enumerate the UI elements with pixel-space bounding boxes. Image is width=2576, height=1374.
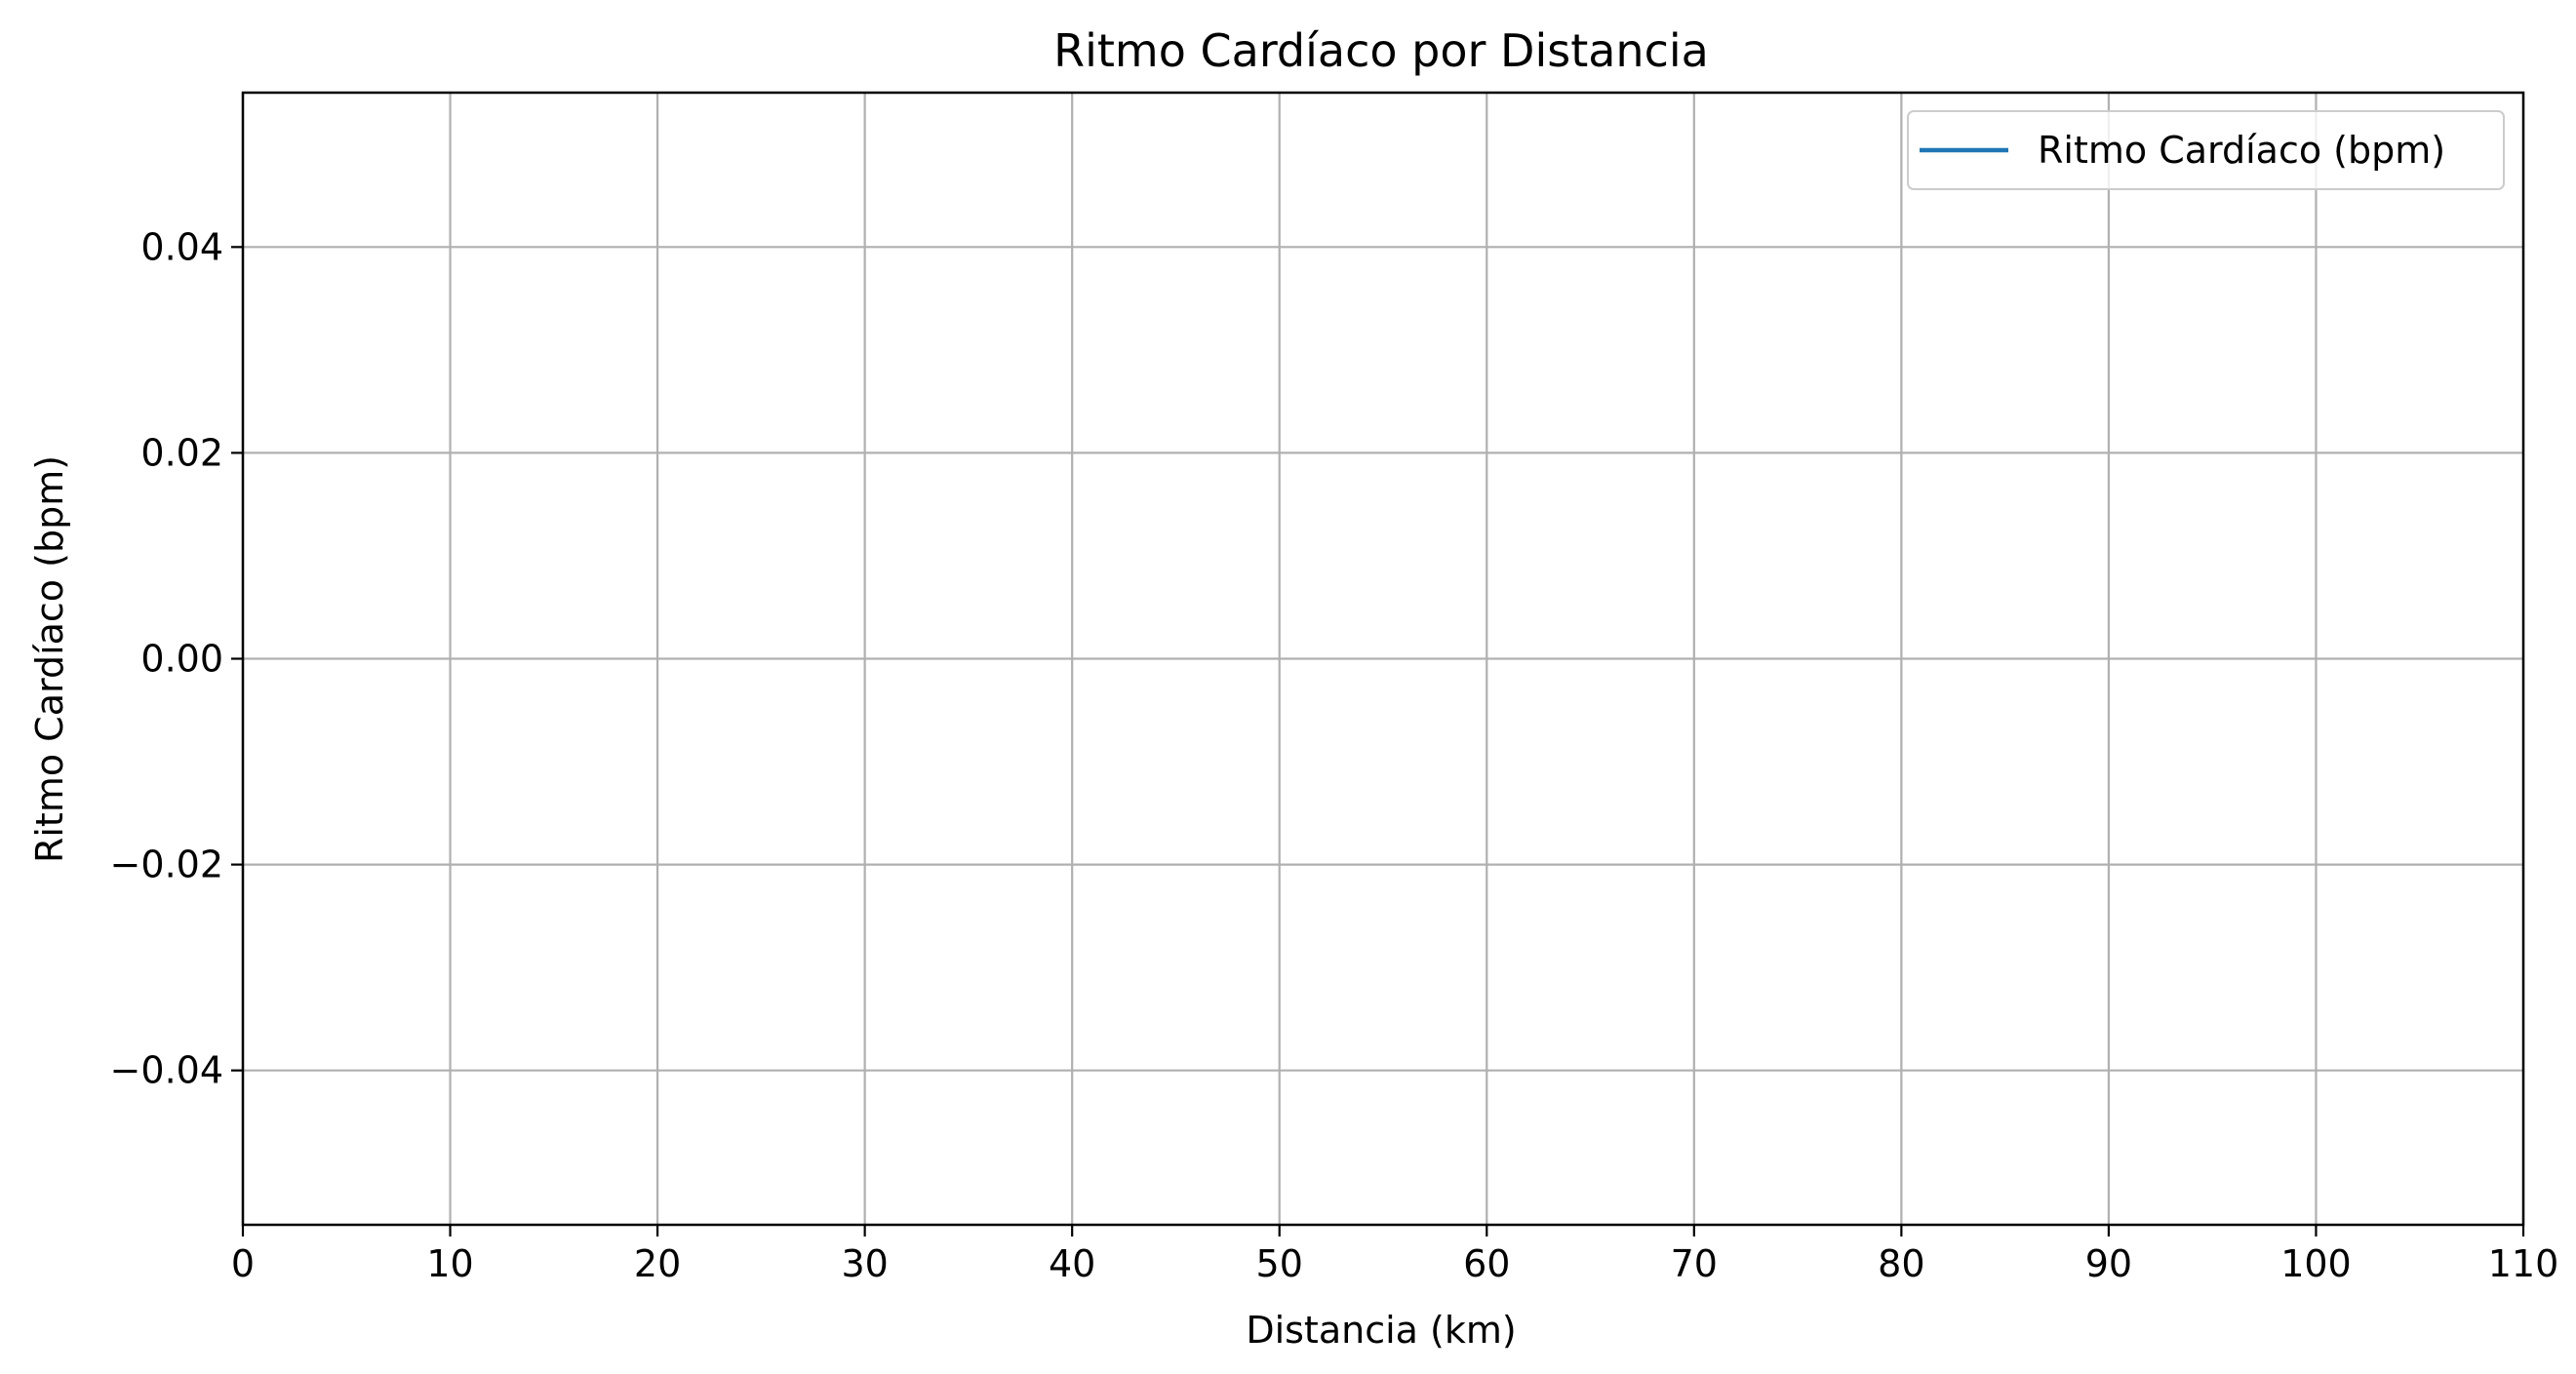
x-tick-label: 50 xyxy=(1256,1242,1303,1285)
x-axis-ticks: 0 10 20 30 40 50 60 70 80 90 100 110 xyxy=(231,1225,2558,1285)
y-tick-label: −0.04 xyxy=(110,1049,223,1092)
x-tick-label: 0 xyxy=(231,1242,255,1285)
x-tick-label: 100 xyxy=(2280,1242,2352,1285)
y-axis-ticks: −0.04 −0.02 0.00 0.02 0.04 xyxy=(110,225,243,1092)
x-tick-label: 10 xyxy=(426,1242,473,1285)
chart-title: Ritmo Cardíaco por Distancia xyxy=(1053,24,1709,77)
y-axis-label: Ritmo Cardíaco (bpm) xyxy=(28,455,71,863)
y-tick-label: 0.02 xyxy=(140,431,223,474)
x-tick-label: 80 xyxy=(1878,1242,1924,1285)
y-tick-label: 0.00 xyxy=(140,638,223,681)
x-axis-label: Distancia (km) xyxy=(1246,1309,1516,1352)
x-tick-label: 20 xyxy=(634,1242,681,1285)
legend: Ritmo Cardíaco (bpm) xyxy=(1907,110,2505,190)
x-tick-label: 90 xyxy=(2085,1242,2132,1285)
y-tick-label: −0.02 xyxy=(110,844,223,886)
x-tick-label: 40 xyxy=(1049,1242,1095,1285)
y-tick-label: 0.04 xyxy=(140,225,223,268)
legend-box xyxy=(1907,110,2505,190)
x-tick-label: 70 xyxy=(1671,1242,1718,1285)
legend-entry-label: Ritmo Cardíaco (bpm) xyxy=(2038,129,2445,172)
x-tick-label: 30 xyxy=(841,1242,888,1285)
x-tick-label: 60 xyxy=(1463,1242,1510,1285)
x-tick-label: 110 xyxy=(2488,1242,2559,1285)
